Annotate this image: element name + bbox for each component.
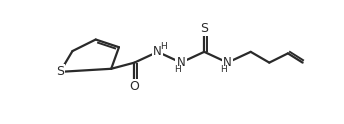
- Text: H: H: [174, 65, 181, 74]
- Text: O: O: [129, 80, 139, 93]
- Text: S: S: [56, 65, 64, 78]
- Text: H: H: [220, 65, 227, 74]
- Text: H: H: [161, 42, 167, 51]
- Text: N: N: [223, 56, 232, 69]
- Text: S: S: [200, 22, 208, 35]
- Text: N: N: [153, 45, 162, 58]
- Text: N: N: [176, 56, 185, 69]
